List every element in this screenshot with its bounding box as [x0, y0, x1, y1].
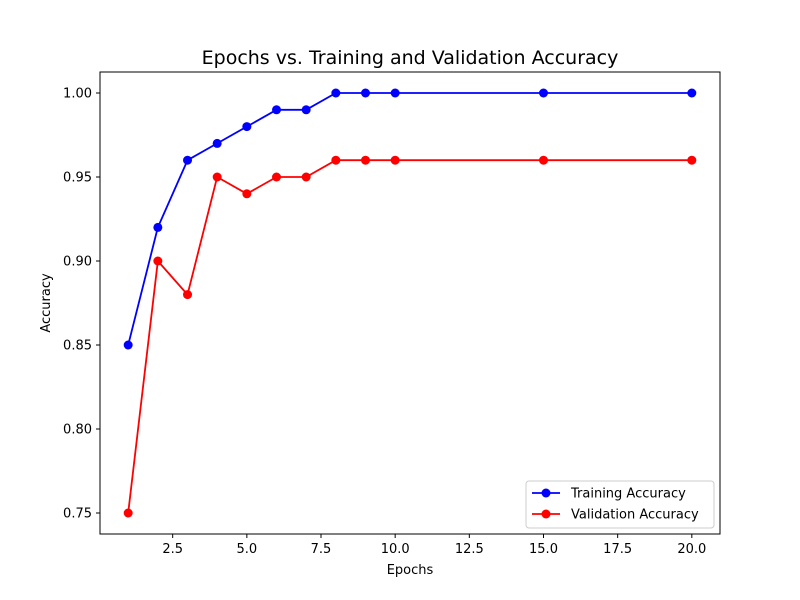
plot-frame: [99, 71, 721, 535]
x-tick-label: 20.0: [677, 542, 706, 557]
x-tick-label: 17.5: [603, 542, 632, 557]
y-tick-label: 0.85: [63, 339, 92, 354]
training-accuracy-point: [687, 88, 697, 98]
legend-swatch-marker: [541, 509, 551, 519]
x-tick-label: 7.5: [311, 542, 332, 557]
training-accuracy-point: [212, 138, 222, 148]
training-accuracy-point: [153, 222, 163, 232]
legend-box: [525, 480, 715, 529]
training-accuracy-line: [127, 92, 692, 346]
y-tick-label: 0.90: [63, 255, 92, 270]
y-tick-label: 1.00: [63, 87, 92, 102]
validation-accuracy-point: [272, 172, 282, 182]
validation-accuracy-point: [183, 290, 193, 300]
training-accuracy-point: [183, 155, 193, 165]
validation-accuracy-point: [123, 508, 133, 518]
x-tick-label: 15.0: [529, 542, 558, 557]
validation-accuracy-line: [127, 159, 692, 514]
y-tick-label: 0.75: [63, 507, 92, 522]
validation-accuracy-point: [301, 172, 311, 182]
y-axis-label: Accuracy: [39, 273, 54, 333]
training-accuracy-point: [301, 105, 311, 115]
training-accuracy-point: [361, 88, 371, 98]
training-accuracy-point: [272, 105, 282, 115]
training-accuracy-point: [390, 88, 400, 98]
x-tick-label: 2.5: [162, 542, 183, 557]
legend: Training Accuracy Validation Accuracy: [525, 480, 715, 529]
validation-accuracy-point: [390, 155, 400, 165]
x-tick-label: 12.5: [455, 542, 484, 557]
y-tick-label: 0.95: [63, 171, 92, 186]
training-accuracy-point: [538, 88, 548, 98]
x-tick-label: 5.0: [236, 542, 257, 557]
x-axis-ticks: 2.5 5.0 7.5 10.0 12.5 15.0 17.5 20.0: [162, 534, 706, 557]
series-layer: [123, 88, 697, 518]
validation-accuracy-point: [538, 155, 548, 165]
x-axis-label: Epochs: [387, 563, 434, 578]
legend-label-validation-accuracy: Validation Accuracy: [571, 508, 699, 523]
y-axis-ticks: 0.75 0.80 0.85 0.90 0.95 1.00: [63, 87, 100, 522]
training-accuracy-point: [331, 88, 341, 98]
legend-label-training-accuracy: Training Accuracy: [570, 487, 686, 502]
validation-accuracy-point: [361, 155, 371, 165]
series-training-accuracy: [123, 88, 697, 350]
legend-swatch-marker: [541, 488, 551, 498]
validation-accuracy-point: [153, 256, 163, 266]
y-tick-label: 0.80: [63, 423, 92, 438]
chart-title: Epochs vs. Training and Validation Accur…: [202, 47, 619, 69]
validation-accuracy-point: [212, 172, 222, 182]
training-accuracy-point: [123, 340, 133, 350]
validation-accuracy-point: [687, 155, 697, 165]
training-accuracy-point: [242, 122, 252, 132]
validation-accuracy-point: [331, 155, 341, 165]
series-validation-accuracy: [123, 155, 697, 518]
validation-accuracy-point: [242, 189, 252, 199]
x-tick-label: 10.0: [381, 542, 410, 557]
